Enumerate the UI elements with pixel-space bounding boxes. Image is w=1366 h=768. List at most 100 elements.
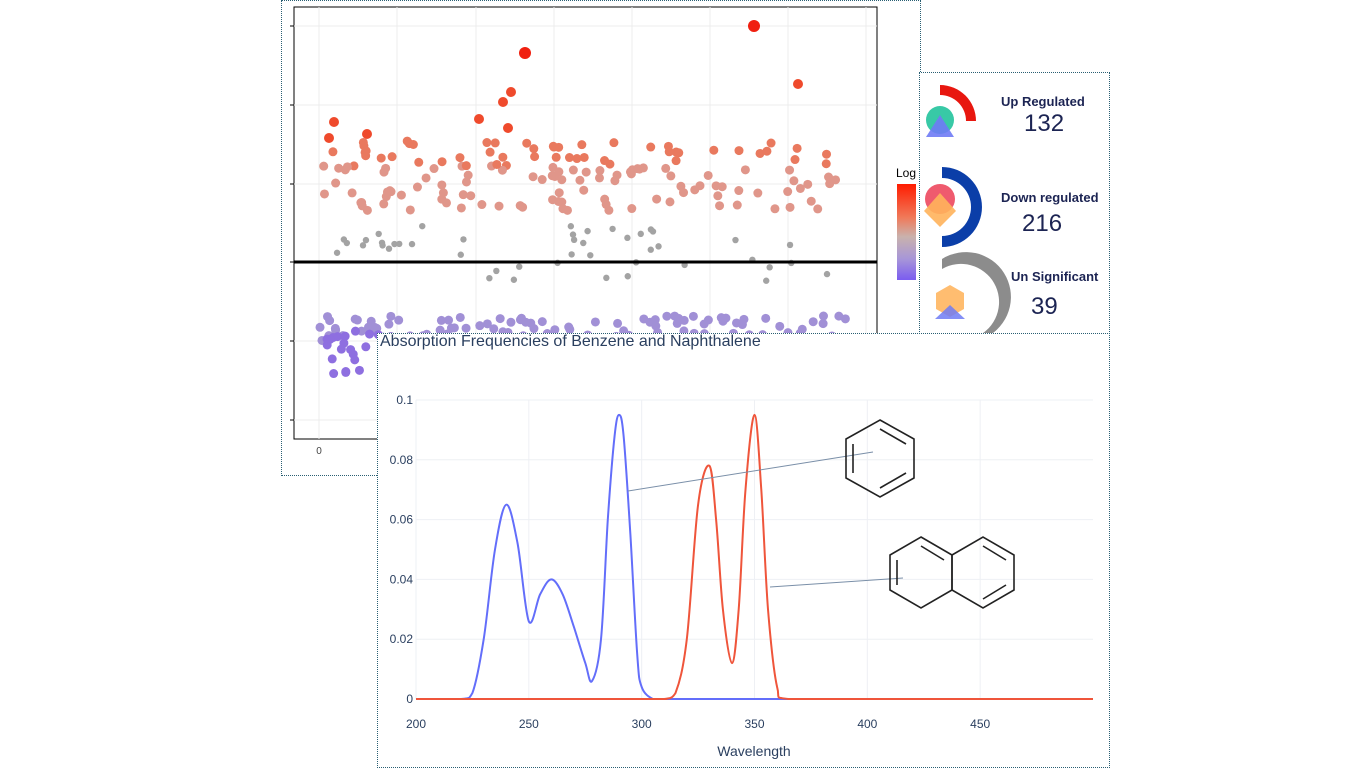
chart-series [416,413,1093,700]
volcano-point [347,188,357,198]
volcano-point [766,264,773,271]
volcano-point [662,311,672,321]
stats-icons [924,85,1011,333]
volcano-point [327,354,337,364]
volcano-point [498,152,508,162]
volcano-point [429,164,439,174]
volcano-point [666,171,676,181]
volcano-point [575,175,585,185]
volcano-point [529,324,539,334]
x-tick-label: 450 [970,717,990,731]
volcano-point [595,166,605,176]
volcano-point [609,225,616,233]
volcano-point [412,182,422,192]
un-significant-count: 39 [1031,293,1058,320]
volcano-point [516,263,523,270]
volcano-point [570,236,578,244]
volcano-point [562,205,572,215]
volcano-point [818,311,828,321]
volcano-point [584,227,591,235]
volcano-point [650,315,660,325]
volcano-point [366,316,376,326]
benzene-annotation-line [627,451,874,492]
benzene-structure-icon [845,419,915,498]
volcano-point [670,311,680,321]
volcano-point [482,319,492,329]
volcano-point [790,155,800,165]
volcano-point [551,152,561,162]
volcano-point [703,170,713,180]
volcano-point [356,198,366,208]
x-tick-label: 200 [406,717,426,731]
volcano-point [474,114,484,124]
volcano-point [638,163,648,173]
up-regulated-count: 132 [1024,110,1065,137]
volcano-point [506,87,516,97]
volcano-point [362,236,370,244]
volcano-point [519,47,531,59]
volcano-point [565,324,575,334]
volcano-point [766,138,776,148]
volcano-point [477,200,487,210]
volcano-point [775,321,785,331]
volcano-point [455,312,465,322]
volcano-point [732,236,739,244]
volcano-point [329,369,339,379]
volcano-point [604,205,614,215]
volcano-point [590,317,600,327]
volcano-point [350,355,360,365]
volcano-point [553,196,563,206]
volcano-point [732,200,742,210]
volcano-point [379,199,389,209]
volcano-point [652,194,662,204]
volcano-point [579,152,589,162]
volcano-point [739,314,749,324]
absorption-chart: Absorption Frequencies of Benzene and Na… [380,334,1093,759]
volcano-point [510,276,518,283]
un-significant-icon [935,252,1011,333]
volcano-point [489,324,499,334]
x-tick-label: 300 [632,717,652,731]
volcano-point [414,157,424,167]
volcano-point [461,177,471,187]
y-tick-label: 0.1 [396,393,413,407]
volcano-point [492,159,502,169]
volcano-point [715,201,725,211]
volcano-point [340,331,350,341]
volcano-point [362,205,372,215]
volcano-point [315,322,325,332]
volcano-point [529,144,539,154]
volcano-point [731,318,741,328]
volcano-colorbar [897,184,916,280]
volcano-point [569,231,577,238]
volcano-point [577,140,587,150]
volcano-point [567,223,575,230]
volcano-point [537,175,547,185]
volcano-point [734,146,744,156]
volcano-point [437,180,447,190]
y-tick-label: 0 [406,692,413,706]
volcano-point [387,152,397,162]
volcano-point [438,188,448,198]
volcano-point [786,241,794,249]
volcano-point [549,142,559,152]
volcano-point [323,312,333,322]
volcano-point [711,181,721,191]
volcano-point [762,146,772,156]
volcano-point [333,249,341,256]
volcano-point [362,129,372,139]
volcano-point [446,323,456,333]
volcano-point [793,79,803,89]
up-regulated-icon [926,85,976,137]
volcano-points [315,20,850,379]
volcano-point [319,161,329,171]
volcano-point [490,138,500,148]
volcano-point [572,154,582,164]
volcano-point [626,169,636,179]
volcano-point [385,186,395,196]
volcano-point [394,315,404,325]
volcano-point [460,236,467,243]
volcano-point [324,133,334,143]
volcano-point [375,230,382,238]
volcano-point [456,203,466,213]
